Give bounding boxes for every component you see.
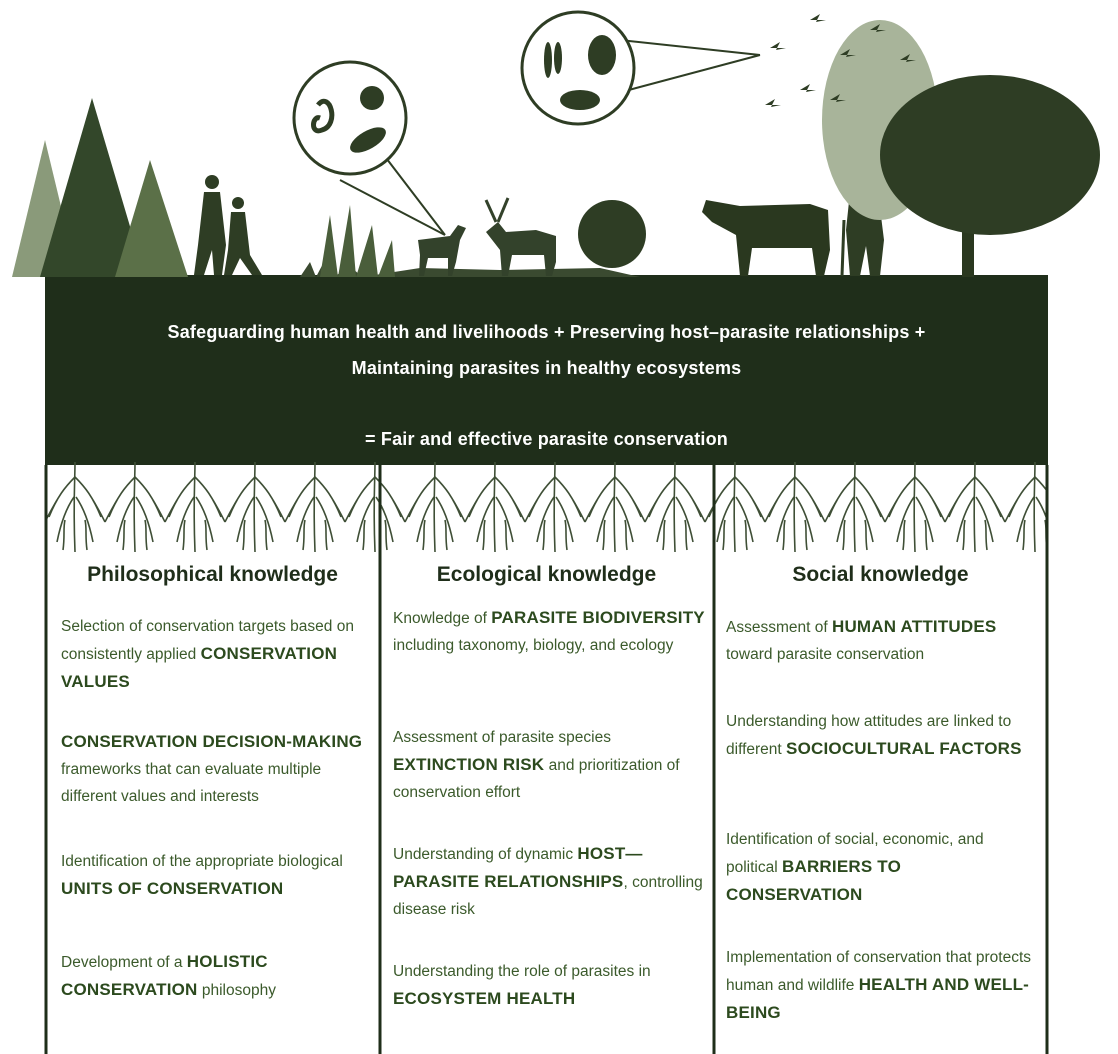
text: Knowledge of xyxy=(393,610,491,627)
column-title: Social knowledge xyxy=(714,563,1047,587)
knowledge-item: Assessment of HUMAN ATTITUDES toward par… xyxy=(726,613,1031,668)
bush xyxy=(578,200,646,268)
knowledge-item: CONSERVATION DECISION-MAKING frameworks … xyxy=(61,728,369,810)
tall-grass xyxy=(320,205,395,277)
emphasis: SOCIOCULTURAL FACTORS xyxy=(786,739,1022,758)
emphasis: HUMAN ATTITUDES xyxy=(832,617,996,636)
emphasis: EXTINCTION RISK xyxy=(393,755,544,774)
text: philosophy xyxy=(198,982,276,999)
text: frameworks that can evaluate multiple di… xyxy=(61,761,321,805)
cow xyxy=(702,200,830,276)
conifers xyxy=(12,98,188,277)
knowledge-item: Development of a HOLISTIC CONSERVATION p… xyxy=(61,948,369,1004)
text: Understanding of dynamic xyxy=(393,846,577,863)
header-line: Safeguarding human health and livelihood… xyxy=(45,322,1048,343)
parasite-circles xyxy=(294,12,760,235)
knowledge-item: Selection of conservation targets based … xyxy=(61,613,369,696)
emphasis: ECOSYSTEM HEALTH xyxy=(393,989,575,1008)
text: Development of a xyxy=(61,954,187,971)
roots xyxy=(45,462,1048,557)
people xyxy=(194,175,262,275)
page: {"header": {"lines": ["Safeguarding huma… xyxy=(0,0,1118,1054)
header-line: Maintaining parasites in healthy ecosyst… xyxy=(45,358,1048,379)
text: toward parasite conservation xyxy=(726,646,924,663)
column-title: Philosophical knowledge xyxy=(46,563,379,587)
knowledge-item: Understanding of dynamic HOST—PARASITE R… xyxy=(393,840,711,923)
emphasis: PARASITE BIODIVERSITY xyxy=(491,608,705,627)
knowledge-item: Assessment of parasite species EXTINCTIO… xyxy=(393,724,711,806)
knowledge-item: Knowledge of PARASITE BIODIVERSITY inclu… xyxy=(393,604,711,659)
knowledge-item: Identification of the appropriate biolog… xyxy=(61,848,369,903)
emphasis: UNITS OF CONSERVATION xyxy=(61,879,283,898)
text: Understanding the role of parasites in xyxy=(393,963,651,980)
header-result: = Fair and effective parasite conservati… xyxy=(45,429,1048,450)
column-title: Ecological knowledge xyxy=(380,563,713,587)
text: Assessment of parasite species xyxy=(393,729,611,746)
text: Identification of the appropriate biolog… xyxy=(61,853,343,870)
knowledge-item: Implementation of conservation that prot… xyxy=(726,944,1031,1027)
text: including taxonomy, biology, and ecology xyxy=(393,637,673,654)
deer xyxy=(418,198,556,276)
knowledge-item: Understanding the role of parasites in E… xyxy=(393,958,711,1013)
knowledge-item: Identification of social, economic, and … xyxy=(726,826,1031,909)
emphasis: CONSERVATION DECISION-MAKING xyxy=(61,732,362,751)
knowledge-item: Understanding how attitudes are linked t… xyxy=(726,708,1031,763)
text: Assessment of xyxy=(726,619,832,636)
